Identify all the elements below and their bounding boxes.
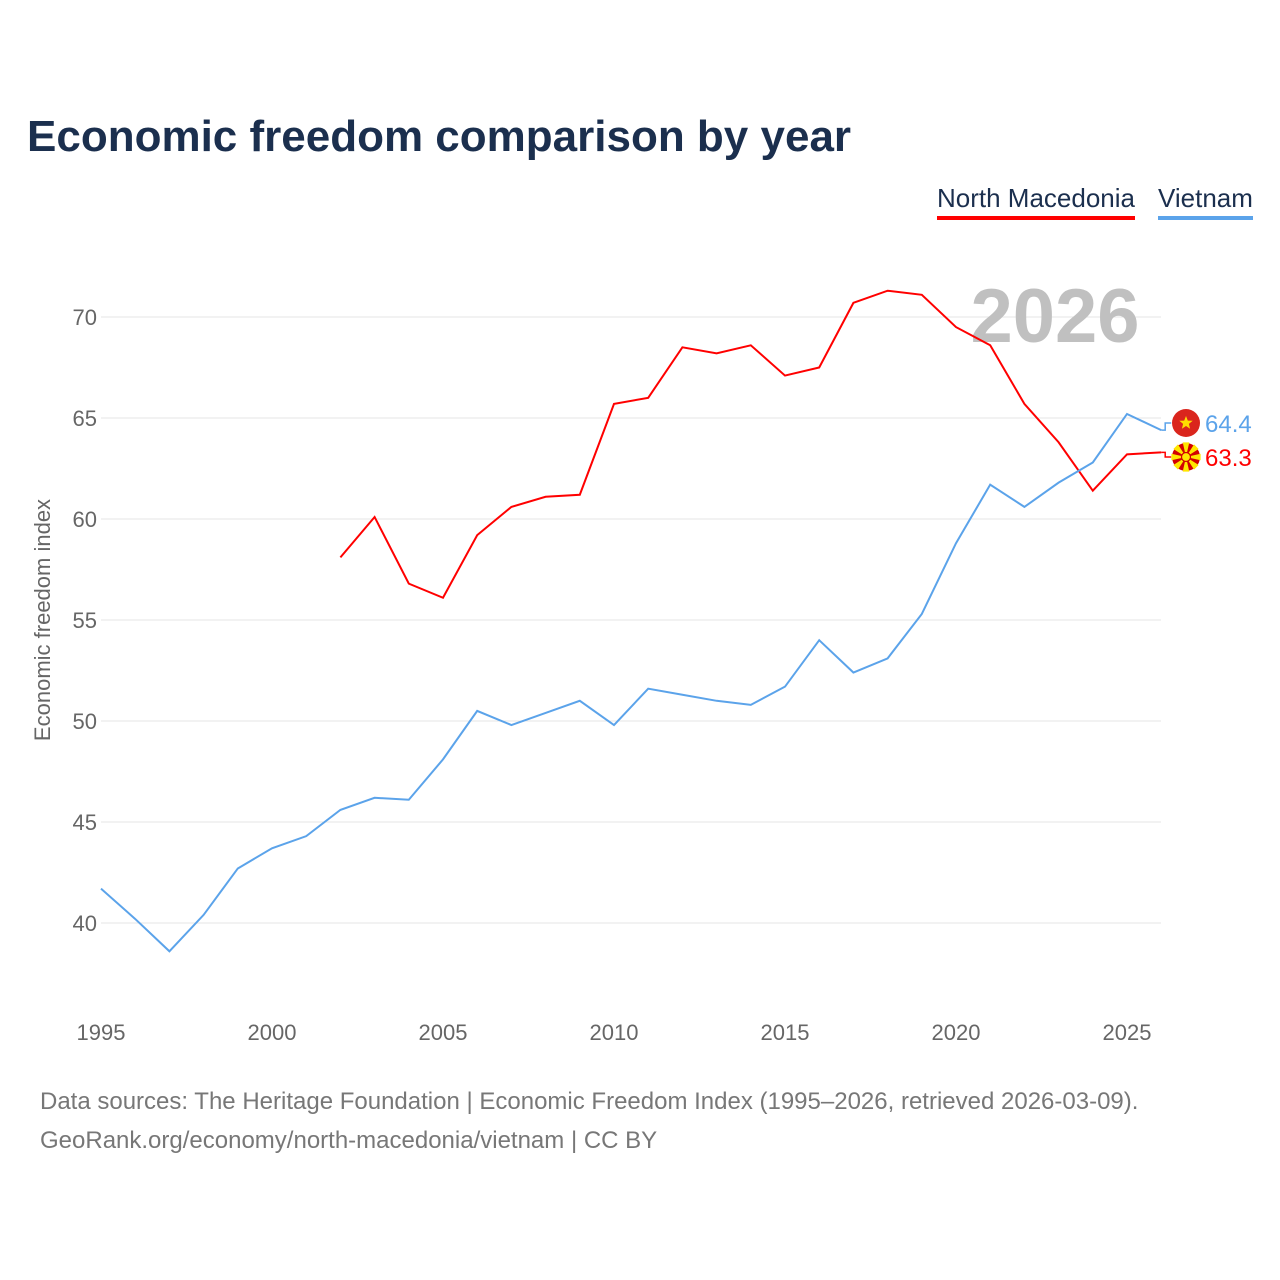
x-tick-label: 2000 [248,1020,297,1045]
y-tick-label: 65 [73,406,97,431]
source-url[interactable]: GeoRank.org/economy/north-macedonia/viet… [40,1127,658,1154]
sun-disc [1180,451,1192,463]
y-tick-label: 50 [73,709,97,734]
y-tick-label: 40 [73,911,97,936]
y-tick-label: 70 [73,305,97,330]
sun-ray [1186,453,1201,461]
x-tick-label: 2005 [419,1020,468,1045]
x-tick-label: 1995 [77,1020,126,1045]
end-value-label: 63.3 [1205,445,1252,472]
y-axis-label: Economic freedom index [30,499,55,741]
x-tick-label: 2010 [590,1020,639,1045]
sun-ray [1171,453,1186,461]
x-tick-label: 2020 [932,1020,981,1045]
legend-north-macedonia[interactable]: North Macedonia [937,183,1135,220]
series-line-north-macedonia [339,289,1162,600]
y-tick-label: 45 [73,810,97,835]
x-tick-label: 2015 [761,1020,810,1045]
sun-ray [1182,442,1190,457]
end-value-label: 64.4 [1205,411,1252,438]
legend-vietnam[interactable]: Vietnam [1158,183,1253,220]
end-connector [1161,422,1172,431]
series-line-vietnam [100,412,1162,953]
source-text: Data sources: The Heritage Foundation | … [40,1088,1139,1115]
star-icon [1179,416,1193,429]
x-tick-label: 2025 [1103,1020,1152,1045]
chart-title: Economic freedom comparison by year [27,112,852,161]
sun-ray [1182,457,1190,472]
end-connector [1161,451,1172,458]
y-tick-label: 60 [73,507,97,532]
y-tick-label: 55 [73,608,97,633]
year-watermark: 2026 [970,274,1139,359]
north-macedonia-flag-icon [1171,442,1201,472]
vietnam-flag-icon [1172,409,1200,437]
